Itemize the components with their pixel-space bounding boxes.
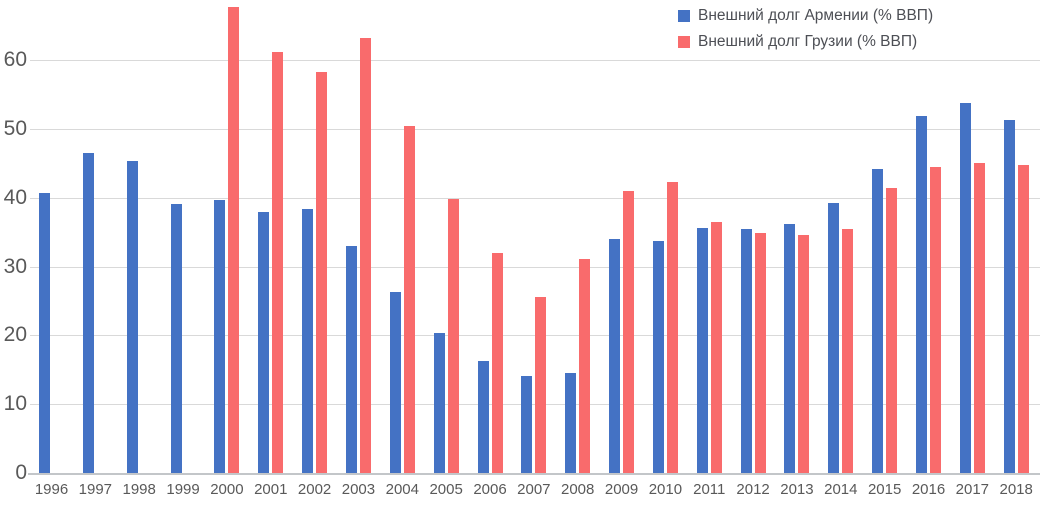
x-tick-label-2012: 2012 [736,481,770,498]
bar-georgia-2008 [579,258,591,473]
bar-armenia-2002 [302,209,314,473]
x-tick-label-2004: 2004 [385,481,419,498]
bar-armenia-2018 [1003,119,1015,473]
bar-armenia-2005 [433,332,445,473]
legend: Внешний долг Армении (% ВВП) Внешний дол… [678,3,933,55]
x-tick-label-2001: 2001 [254,481,288,498]
x-tick-label-1997: 1997 [78,481,113,498]
bar-georgia-2017 [973,162,985,473]
bar-georgia-2000 [228,7,240,473]
x-tick-label-2003: 2003 [341,481,376,498]
bar-georgia-2009 [623,190,635,473]
bar-armenia-1999 [170,203,182,473]
bar-armenia-1996 [39,192,50,473]
bar-georgia-2012 [754,232,766,473]
bar-armenia-2009 [609,238,621,473]
gridline-10 [30,404,1040,406]
bar-georgia-2006 [491,252,503,473]
bar-georgia-2013 [798,234,810,473]
bar-armenia-2015 [872,169,884,473]
bar-armenia-1997 [82,152,94,473]
bar-armenia-2010 [652,241,664,473]
x-tick-label-2007: 2007 [517,481,551,498]
y-tick-label-10: 10 [3,392,27,416]
bar-georgia-2016 [930,167,941,473]
x-tick-label-1998: 1998 [122,481,156,498]
x-tick-label-2010: 2010 [648,481,683,498]
bar-armenia-2001 [258,212,270,473]
bar-armenia-2011 [696,227,708,473]
x-tick-label-2002: 2002 [297,481,332,498]
x-tick-label-1999: 1999 [166,481,200,498]
bar-armenia-1998 [126,161,138,473]
bar-georgia-2007 [535,297,547,473]
y-tick-label-60: 60 [3,48,27,72]
bar-georgia-2011 [710,221,722,473]
bar-armenia-2017 [959,103,971,473]
bar-georgia-2004 [403,126,415,473]
legend-swatch-georgia-icon [678,36,690,48]
bar-georgia-2015 [886,188,898,473]
legend-item-armenia: Внешний долг Армении (% ВВП) [678,3,933,29]
y-tick-label-20: 20 [3,323,27,347]
x-tick-label-2014: 2014 [824,481,858,498]
bar-georgia-2003 [359,37,371,473]
gridline-50 [30,128,1040,130]
legend-swatch-armenia-icon [678,10,690,22]
y-tick-label-40: 40 [3,185,27,209]
bar-armenia-2012 [740,228,752,473]
bar-georgia-2010 [666,181,678,473]
x-tick-label-2018: 2018 [999,481,1033,498]
bar-armenia-2000 [214,200,226,473]
x-tick-label-2017: 2017 [955,481,990,498]
legend-item-georgia: Внешний долг Грузии (% ВВП) [678,29,933,55]
x-tick-label-2015: 2015 [867,481,902,498]
y-tick-label-50: 50 [3,116,27,140]
x-tick-label-2009: 2009 [604,481,639,498]
x-tick-label-2011: 2011 [693,481,726,498]
bar-armenia-2004 [389,291,401,473]
x-tick-label-2005: 2005 [429,481,463,498]
gridline-30 [30,266,1040,268]
bar-armenia-2006 [477,361,489,473]
y-tick-label-0: 0 [15,461,27,484]
legend-label-armenia: Внешний долг Армении (% ВВП) [698,7,934,24]
x-tick-label-2006: 2006 [473,481,507,498]
x-axis-line [28,473,1040,475]
bar-armenia-2013 [784,223,796,473]
bar-armenia-2016 [916,115,927,473]
bar-georgia-2005 [447,199,459,473]
bar-georgia-2001 [272,51,284,473]
x-tick-label-2008: 2008 [561,481,595,498]
gridline-40 [30,197,1040,199]
bar-armenia-2014 [828,203,840,473]
bar-georgia-2014 [842,228,854,473]
legend-label-georgia: Внешний долг Грузии (% ВВП) [698,33,918,50]
gridline-60 [30,60,1040,62]
x-tick-label-2013: 2013 [780,481,814,498]
bar-georgia-2002 [316,72,328,473]
y-tick-label-30: 30 [3,254,27,278]
bar-armenia-2007 [521,375,533,473]
x-tick-label-2016: 2016 [911,481,946,498]
gridline-20 [30,335,1040,337]
x-tick-label-2000: 2000 [210,481,244,498]
bar-georgia-2018 [1017,165,1029,473]
bar-armenia-2008 [565,372,577,473]
x-tick-label-1996: 1996 [34,481,69,498]
bar-armenia-2003 [345,245,357,473]
